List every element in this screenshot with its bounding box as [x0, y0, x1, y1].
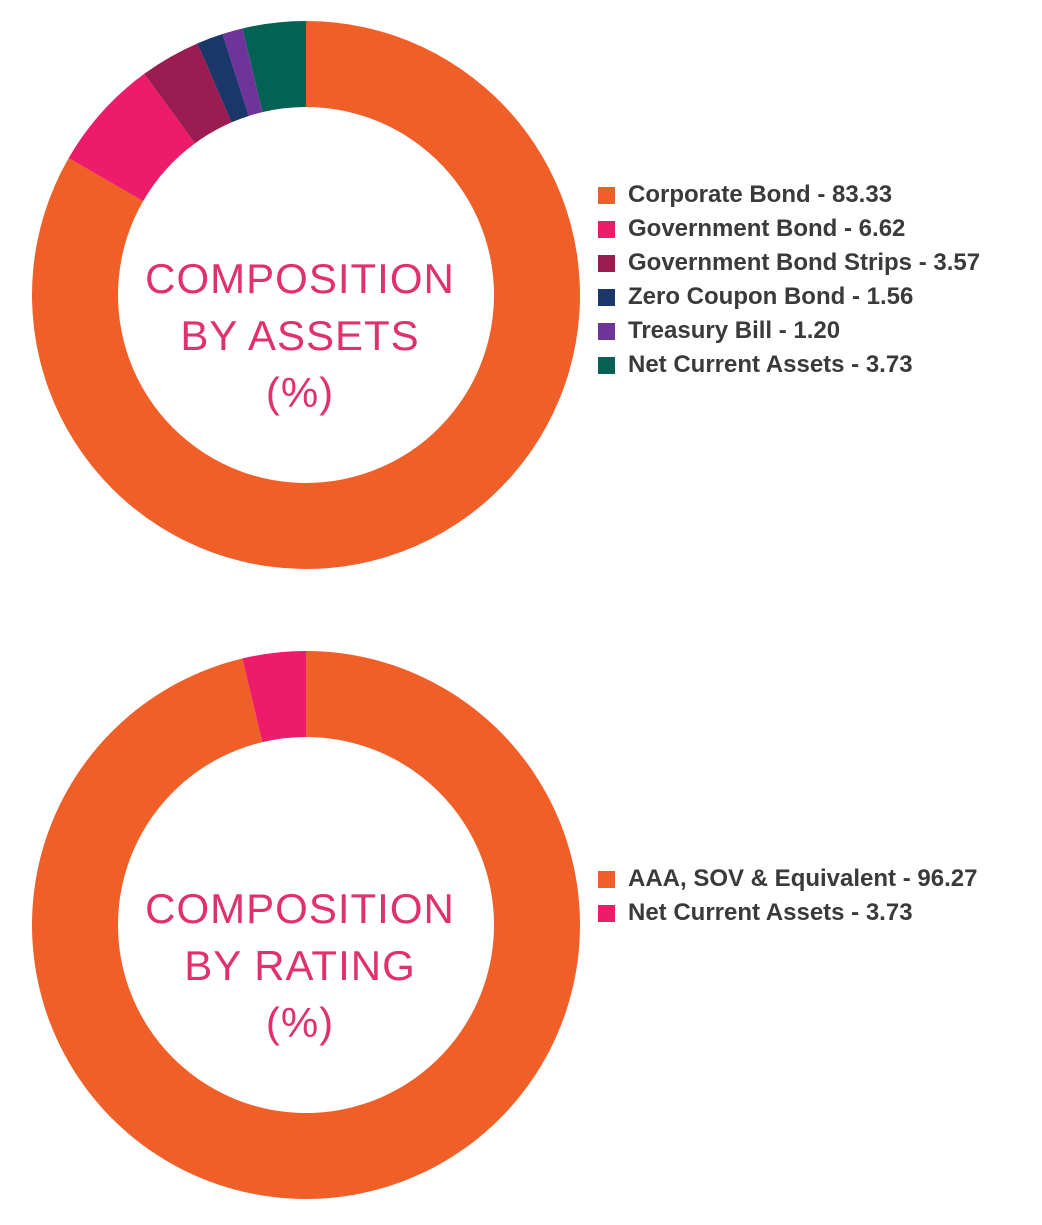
legend-label: AAA, SOV & Equivalent - 96.27 [628, 865, 978, 892]
legend-swatch [598, 289, 615, 306]
chart-title-line: BY RATING [184, 942, 416, 989]
donut-slice-aaa-sov-equivalent [32, 651, 581, 1199]
legend-label: Net Current Assets - 3.73 [628, 899, 913, 926]
legend-item: Treasury Bill - 1.20 [598, 314, 1038, 348]
legend-label: Government Bond Strips - 3.57 [628, 249, 981, 276]
legend-label: Government Bond - 6.62 [628, 215, 906, 242]
legend-label: Treasury Bill - 1.20 [628, 317, 841, 344]
chart-title-line: (%) [265, 999, 335, 1046]
chart-composition-by-rating: COMPOSITION BY RATING (%) AAA, SOV & Equ… [0, 640, 1042, 1220]
donut-slice-net-current-assets [242, 21, 306, 113]
donut-slice-corporate-bond [32, 21, 580, 569]
donut-slice-government-bond [68, 73, 195, 202]
donut-chart-assets [32, 21, 580, 569]
legend-item: Corporate Bond - 83.33 [598, 178, 1038, 212]
legend-item: Government Bond - 6.62 [598, 212, 1038, 246]
legend-swatch [598, 357, 615, 374]
legend-swatch [598, 221, 615, 238]
legend-swatch [598, 187, 615, 204]
legend-rating: AAA, SOV & Equivalent - 96.27 Net Curren… [598, 862, 998, 930]
donut-slice-treasury-bill [222, 28, 263, 116]
donut-chart-rating [32, 651, 581, 1199]
legend-label: Zero Coupon Bond - 1.56 [628, 283, 914, 310]
legend-swatch [598, 323, 615, 340]
legend-item: Zero Coupon Bond - 1.56 [598, 280, 1038, 314]
donut-slice-government-bond-strips [144, 43, 232, 144]
legend-label: Corporate Bond - 83.33 [628, 181, 893, 208]
chart-title-rating: COMPOSITION BY RATING (%) [110, 880, 490, 1051]
legend-swatch [598, 905, 615, 922]
legend-item: AAA, SOV & Equivalent - 96.27 [598, 862, 998, 896]
legend-item: Net Current Assets - 3.73 [598, 348, 1038, 382]
chart-title-line: BY ASSETS [180, 312, 420, 359]
legend-swatch [598, 255, 615, 272]
chart-title-line: (%) [265, 369, 335, 416]
legend-swatch [598, 871, 615, 888]
donut-slice-net-current-assets [242, 651, 306, 743]
chart-composition-by-assets: COMPOSITION BY ASSETS (%) Corporate Bond… [0, 10, 1042, 590]
chart-title-line: COMPOSITION [145, 255, 455, 302]
donut-slice-zero-coupon-bond [197, 34, 249, 123]
legend-item: Government Bond Strips - 3.57 [598, 246, 1038, 280]
chart-title-assets: COMPOSITION BY ASSETS (%) [110, 250, 490, 421]
legend-assets: Corporate Bond - 83.33 Government Bond -… [598, 178, 1038, 382]
legend-item: Net Current Assets - 3.73 [598, 896, 998, 930]
legend-label: Net Current Assets - 3.73 [628, 351, 913, 378]
chart-title-line: COMPOSITION [145, 885, 455, 932]
